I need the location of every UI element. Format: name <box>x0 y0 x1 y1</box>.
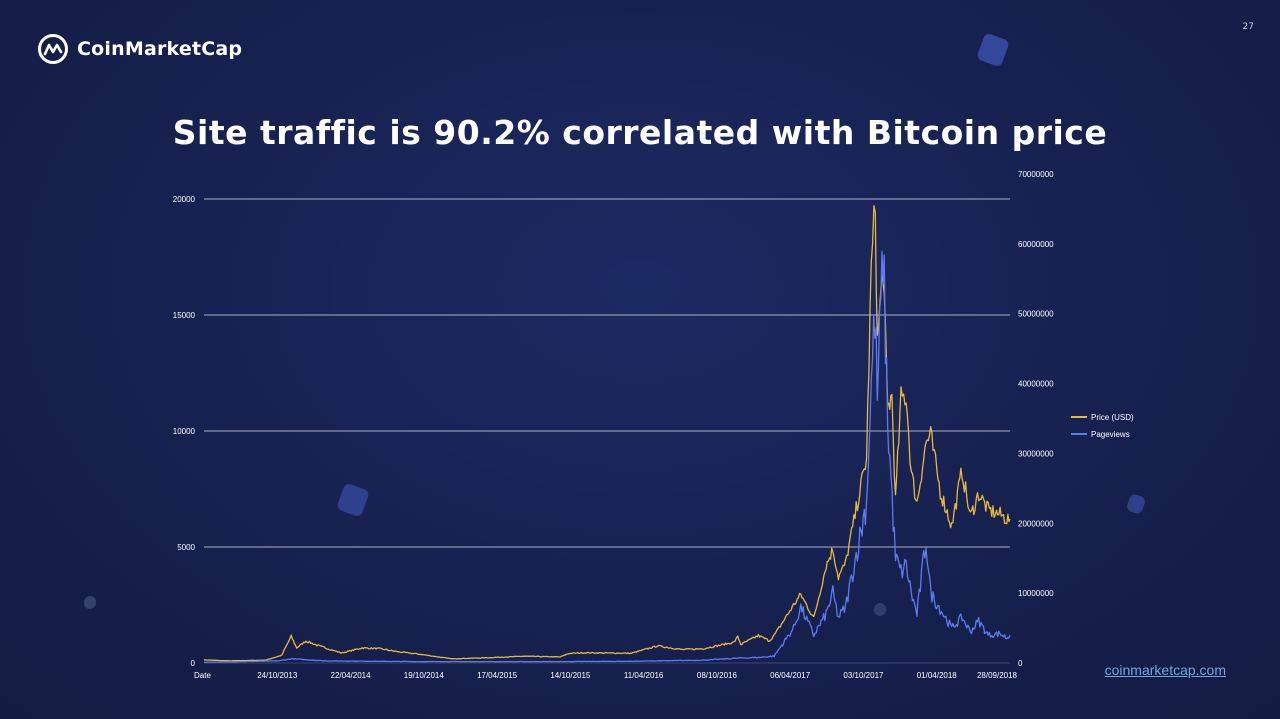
y-left-tick-label: 0 <box>191 659 196 668</box>
x-tick-label: 19/10/2014 <box>404 671 445 680</box>
x-tick-label: 22/04/2014 <box>331 671 372 680</box>
series-line-pageviews <box>203 250 1011 663</box>
footer-link[interactable]: coinmarketcap.com <box>1104 662 1226 678</box>
x-tick-label: 01/04/2018 <box>917 671 958 680</box>
x-tick-label: 17/04/2015 <box>477 671 518 680</box>
x-tick-label: 03/10/2017 <box>843 671 884 680</box>
legend-label: Pageviews <box>1091 430 1130 439</box>
x-tick-label: 11/04/2016 <box>624 671 664 680</box>
y-right-tick-label: 50000000 <box>1018 310 1054 319</box>
x-tick-label: Date <box>194 671 211 680</box>
series-line-price <box>203 204 1011 662</box>
x-tick-label: 28/09/2018 <box>977 671 1018 680</box>
y-right-tick-label: 30000000 <box>1018 449 1054 458</box>
y-left-tick-label: 15000 <box>173 311 196 320</box>
y-right-tick-label: 40000000 <box>1018 380 1054 389</box>
y-right-tick-label: 10000000 <box>1018 589 1054 598</box>
coinmarketcap-logo-icon <box>38 34 68 64</box>
y-left-tick-label: 10000 <box>173 427 196 436</box>
y-right-tick-label: 70000000 <box>1018 170 1054 179</box>
page-number: 27 <box>1242 22 1254 32</box>
brand-logo: CoinMarketCap <box>37 33 242 65</box>
x-tick-label: 24/10/2013 <box>257 671 298 680</box>
x-tick-label: 08/10/2016 <box>697 671 738 680</box>
x-tick-label: 06/04/2017 <box>770 671 811 680</box>
y-right-tick-label: 60000000 <box>1018 240 1054 249</box>
y-right-tick-label: 20000000 <box>1018 519 1054 528</box>
x-tick-label: 14/10/2015 <box>550 671 591 680</box>
legend-label: Price (USD) <box>1091 413 1134 422</box>
y-right-tick-label: 0 <box>1018 659 1023 668</box>
y-left-tick-label: 5000 <box>177 543 195 552</box>
y-left-tick-label: 20000 <box>173 195 196 204</box>
slide-title: Site traffic is 90.2% correlated with Bi… <box>172 113 1108 152</box>
brand-name: CoinMarketCap <box>77 38 243 60</box>
